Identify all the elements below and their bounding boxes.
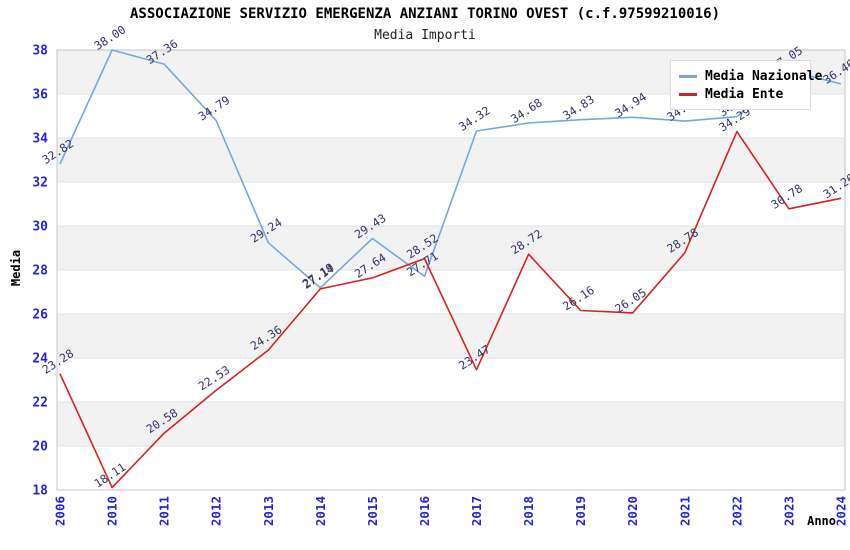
y-axis-ticks: 18 20 22 24 26 28 30 32 34 36 38 bbox=[32, 44, 48, 499]
x-tick-label: 2021 bbox=[677, 496, 692, 526]
data-point-label: 18.11 bbox=[92, 460, 129, 491]
x-tick-label: 2017 bbox=[469, 496, 484, 526]
data-point-label: 34.68 bbox=[508, 95, 545, 126]
y-tick-label: 18 bbox=[32, 484, 48, 499]
x-tick-label: 2014 bbox=[313, 496, 328, 526]
red-line-swatch-icon bbox=[679, 92, 697, 96]
y-tick-label: 22 bbox=[32, 396, 48, 411]
x-tick-label: 2012 bbox=[209, 496, 224, 526]
x-tick-label: 2016 bbox=[417, 496, 432, 526]
plot-frame bbox=[56, 49, 846, 491]
data-point-label: 22.53 bbox=[196, 363, 233, 394]
y-tick-label: 28 bbox=[32, 264, 48, 279]
legend-item-media-ente: Media Ente bbox=[679, 85, 810, 103]
x-tick-label: 2023 bbox=[781, 496, 796, 526]
blue-line-swatch-icon bbox=[679, 74, 697, 78]
media-ente-line bbox=[59, 130, 842, 489]
chart-subtitle: Media Importi bbox=[374, 28, 476, 43]
x-tick-label: 2024 bbox=[834, 496, 849, 526]
x-tick-label: 2011 bbox=[157, 496, 172, 526]
data-point-label: 26.05 bbox=[612, 285, 649, 316]
x-axis-ticks: 2006 2010 2011 2012 2013 2014 2015 2016 2017 2018… bbox=[53, 496, 849, 526]
legend-label: Media Nazionale bbox=[705, 68, 823, 84]
data-point-label: 34.83 bbox=[560, 92, 597, 123]
y-tick-label: 34 bbox=[32, 132, 48, 147]
chart-title: ASSOCIAZIONE SERVIZIO EMERGENZA ANZIANI … bbox=[129, 6, 720, 22]
y-axis-title: Media bbox=[9, 249, 23, 287]
y-tick-label: 36 bbox=[32, 88, 48, 103]
x-tick-label: 2019 bbox=[573, 496, 588, 526]
y-tick-label: 32 bbox=[32, 176, 48, 191]
y-tick-label: 24 bbox=[32, 352, 48, 367]
y-tick-label: 26 bbox=[32, 308, 48, 323]
legend-item-media-nazionale: Media Nazionale bbox=[679, 67, 822, 85]
data-point-label: 38.00 bbox=[92, 22, 129, 53]
y-tick-label: 20 bbox=[32, 440, 48, 455]
x-tick-label: 2020 bbox=[625, 496, 640, 526]
x-tick-label: 2006 bbox=[53, 496, 68, 526]
y-tick-label: 38 bbox=[32, 44, 48, 59]
plot-bands bbox=[57, 50, 845, 446]
x-tick-label: 2022 bbox=[729, 496, 744, 526]
x-tick-label: 2010 bbox=[105, 496, 120, 526]
x-tick-label: 2015 bbox=[365, 496, 380, 526]
x-axis-title: Anno bbox=[807, 514, 836, 528]
x-tick-label: 2013 bbox=[261, 496, 276, 526]
legend-label: Media Ente bbox=[705, 86, 784, 102]
x-tick-label: 2018 bbox=[521, 496, 536, 526]
y-tick-label: 30 bbox=[32, 220, 48, 235]
legend: Media Nazionale Media Ente bbox=[670, 60, 822, 110]
media-nazionale-line bbox=[59, 49, 842, 289]
